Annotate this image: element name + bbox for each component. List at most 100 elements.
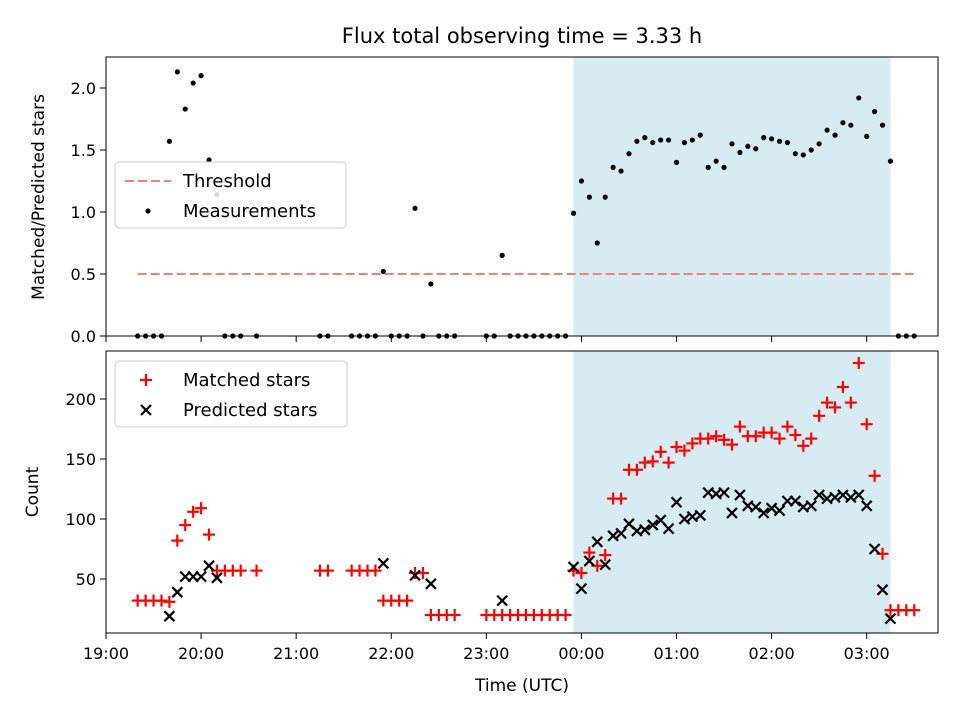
x-tick-label: 00:00 (558, 644, 604, 663)
predicted-star-marker (765, 502, 778, 514)
top-y-tick-label: 2.0 (71, 79, 96, 98)
measurement-point (673, 159, 680, 165)
bottom-y-ticks: 50 100 150 200 (65, 390, 106, 589)
matched-star-marker (710, 430, 723, 443)
predicted-star-marker (591, 536, 604, 548)
predicted-star-marker (749, 501, 762, 513)
matched-star-marker (163, 595, 176, 608)
bottom-y-tick-label: 100 (65, 510, 96, 529)
matched-star-marker (250, 564, 263, 577)
x-tick-label: 19:00 (83, 644, 129, 663)
bottom-legend: Matched stars Predicted stars (114, 360, 348, 428)
top-y-ticks: 0.0 0.5 1.0 1.5 2.0 (71, 79, 106, 346)
measurement-point (887, 158, 894, 164)
measurement-point (642, 135, 648, 141)
matched-star-marker (575, 567, 588, 579)
matched-star-marker (908, 604, 921, 617)
measurement-point (634, 138, 640, 144)
predicted-star-marker (860, 500, 873, 512)
matched-star-marker (836, 381, 849, 393)
predicted-star-marker (845, 491, 857, 504)
predicted-star-marker (837, 489, 849, 501)
measurement-point (824, 127, 830, 133)
top-plot-frame (105, 56, 939, 337)
predicted-star-marker (829, 491, 841, 504)
predicted-star-marker (734, 489, 746, 501)
x-tick-label: 03:00 (844, 644, 890, 663)
bottom-x-ticks: 19:00 20:00 21:00 22:00 23:00 00:00 01:00 02:00… (83, 633, 890, 663)
measurement-point (697, 132, 703, 138)
bottom-plot-frame (105, 350, 939, 634)
measurement-point (618, 168, 624, 174)
top-observing-span (573, 57, 891, 336)
matched-star-marker (821, 396, 834, 409)
x-tick-label: 02:00 (749, 644, 795, 663)
predicted-star-marker (694, 509, 707, 522)
predicted-star-marker (425, 578, 437, 590)
matched-star-marker (187, 505, 200, 518)
x-tick-label: 21:00 (273, 644, 319, 663)
top-legend-box (114, 161, 347, 229)
matched-star-marker (401, 594, 414, 607)
matched-star-marker (559, 609, 572, 621)
predicted-star-marker (195, 570, 207, 583)
matched-star-marker (321, 564, 334, 577)
matched-star-marker (583, 546, 596, 559)
x-tick-label: 23:00 (463, 644, 509, 663)
measurement-point (745, 143, 751, 149)
top-y-tick-label: 1.0 (71, 203, 96, 222)
predicted-star-marker (211, 572, 223, 584)
matched-star-marker (599, 549, 612, 561)
measurement-point (761, 135, 767, 141)
top-y-tick-label: 1.5 (71, 141, 96, 160)
measurement-point (840, 120, 846, 126)
matched-star-marker (860, 418, 873, 431)
matched-star-marker (852, 357, 865, 369)
predicted-star-marker (163, 610, 176, 622)
measurement-point (769, 136, 775, 142)
matched-star-marker (654, 445, 667, 458)
predicted-star-marker (615, 527, 627, 540)
x-tick-label: 01:00 (653, 644, 699, 663)
measurement-point (689, 137, 695, 143)
measurement-point (816, 141, 822, 147)
top-y-axis-label: Matched/Predicted stars (29, 94, 49, 300)
predicted-star-marker (757, 507, 770, 519)
top-y-tick-label: 0.0 (71, 327, 96, 346)
legend-predicted-swatch (140, 404, 152, 416)
measurement-point (776, 138, 783, 144)
measurement-point (174, 69, 180, 75)
measurement-point (190, 80, 196, 86)
predicted-star-marker (884, 612, 897, 625)
matched-star-marker (678, 444, 691, 457)
matched-star-marker (203, 528, 216, 541)
matched-star-marker (179, 519, 192, 531)
bottom-y-axis-label: Count (23, 466, 43, 517)
matched-star-marker (234, 564, 247, 577)
predicted-star-marker (718, 486, 730, 499)
measurement-point (166, 138, 172, 144)
predicted-star-marker (583, 555, 596, 567)
matched-star-marker (195, 502, 208, 515)
measurement-point (198, 73, 204, 79)
measurement-points (135, 69, 917, 339)
predicted-star-marker (607, 530, 619, 542)
measurement-point (570, 210, 577, 216)
predicted-star-marker (813, 489, 825, 501)
legend-predicted-label: Predicted stars (183, 400, 317, 421)
measurement-point (753, 146, 759, 152)
measurement-point (832, 132, 838, 138)
matched-star-marker (369, 564, 382, 577)
predicted-star-marker (773, 504, 786, 517)
predicted-star-marker (805, 500, 817, 512)
matched-star-marker (638, 456, 651, 469)
predicted-star-marker (171, 586, 184, 598)
matched-star-marker (781, 420, 794, 433)
matched-star-marker (630, 463, 643, 476)
measurement-point (848, 122, 854, 128)
measurement-point (665, 137, 672, 143)
predicted-star-marker (567, 561, 580, 573)
measurement-point (182, 106, 188, 112)
measurement-point (713, 158, 719, 164)
matched-star-marker (828, 401, 841, 414)
